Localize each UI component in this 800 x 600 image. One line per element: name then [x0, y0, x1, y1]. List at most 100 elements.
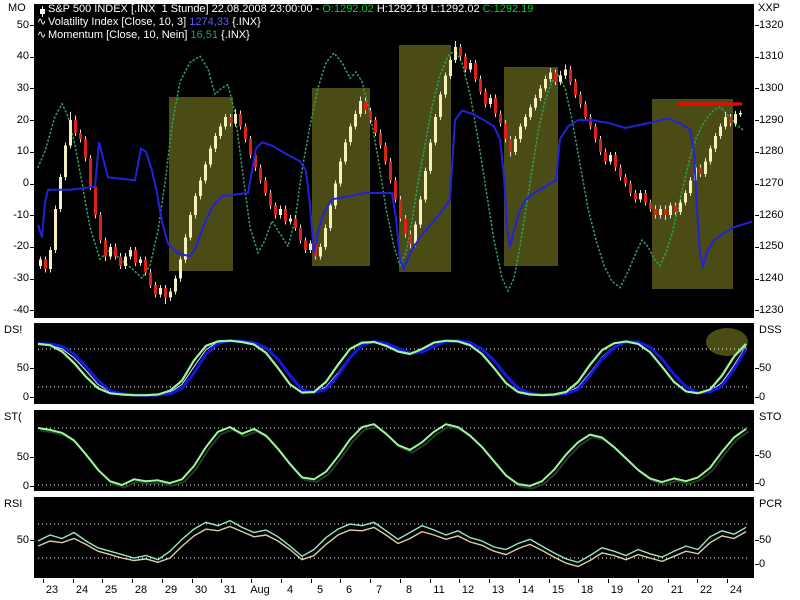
x-axis-label: 31	[223, 584, 237, 596]
volatility-value: 1274,33	[189, 16, 230, 28]
tick-mark	[30, 247, 34, 248]
tick-mark	[30, 57, 34, 58]
dss-left-label: DS!	[4, 324, 23, 336]
x-axis-label: 12	[461, 584, 475, 596]
price-tick-label: 1310	[759, 50, 784, 62]
sto-shadow-line	[40, 425, 750, 490]
x-tick-mark	[73, 579, 74, 583]
momentum-tick-label: 40	[16, 50, 29, 62]
tick-mark	[755, 88, 759, 89]
legend-open: O:1292.02	[322, 3, 374, 15]
price-tick-label: 1270	[759, 177, 784, 189]
tick-mark	[755, 57, 759, 58]
tick-mark	[755, 152, 759, 153]
x-tick-mark	[340, 579, 341, 583]
momentum-tick-label: 30	[16, 82, 29, 94]
x-axis-label: 18	[580, 584, 594, 596]
rsi-panel[interactable]	[34, 497, 754, 578]
x-axis-label: 6	[345, 584, 353, 596]
x-tick-mark	[192, 579, 193, 583]
tick-mark	[755, 310, 759, 311]
x-axis-label: 8	[405, 584, 413, 596]
legend-close: C:1292.19	[482, 3, 534, 15]
tick-mark	[755, 368, 759, 369]
rsi-plot[interactable]	[34, 497, 754, 578]
price-plot[interactable]	[34, 4, 754, 318]
highlight-box[interactable]	[399, 45, 451, 272]
price-panel[interactable]	[34, 4, 754, 318]
x-tick-mark	[697, 579, 698, 583]
tick-mark	[30, 397, 34, 398]
price-tick-label: 1300	[759, 82, 784, 94]
price-tick-label: 1280	[759, 145, 784, 157]
dss-plot[interactable]	[34, 323, 754, 404]
dss-green-line	[37, 339, 747, 397]
x-axis-label: 5	[316, 584, 324, 596]
tick-mark	[30, 279, 34, 280]
x-tick-mark	[162, 579, 163, 583]
volatility-name: Volatility Index [Close, 10, 3]	[48, 16, 187, 28]
tick-mark	[30, 25, 34, 26]
tick-mark	[30, 215, 34, 216]
tick-mark	[30, 457, 34, 458]
sub-right-tick-label: 0	[759, 391, 766, 403]
momentum-tick-label: -40	[13, 304, 29, 316]
tick-mark	[755, 540, 759, 541]
tick-mark	[30, 184, 34, 185]
momentum-tick-label: -30	[13, 272, 29, 284]
x-axis-label: 21	[670, 584, 684, 596]
tick-mark	[30, 310, 34, 311]
sub-right-tick-label: 50	[759, 362, 772, 374]
x-tick-mark	[549, 579, 550, 583]
pcr-line	[37, 525, 747, 568]
price-axis-title: XXP	[758, 2, 781, 14]
sub-left-tick-label: 50	[16, 534, 29, 546]
momentum-line	[37, 48, 745, 293]
sto-plot[interactable]	[34, 410, 754, 491]
x-tick-mark	[608, 579, 609, 583]
x-axis-label: 24	[729, 584, 743, 596]
volatility-ref: {.INX}	[232, 16, 261, 28]
momentum-axis-title: MO	[8, 2, 26, 14]
x-tick-mark	[43, 579, 44, 583]
x-tick-mark	[430, 579, 431, 583]
x-axis-label: 24	[75, 584, 89, 596]
x-tick-mark	[132, 579, 133, 583]
highlight-ellipse[interactable]	[706, 328, 748, 356]
price-tick-label: 1230	[759, 304, 784, 316]
momentum-tick-label: 0	[22, 177, 29, 189]
volatility-line	[37, 109, 753, 272]
tick-mark	[755, 184, 759, 185]
x-axis-label: 20	[640, 584, 654, 596]
sub-left-tick-label: 50	[16, 451, 29, 463]
legend-title: S&P 500 INDEX [.INX 1 Stunde] 22.08.2008…	[48, 3, 320, 15]
legend-volatility-row[interactable]: Volatility Index [Close, 10, 3] 1274,33 …	[48, 16, 261, 29]
tick-mark	[755, 25, 759, 26]
sto-left-label: ST(	[4, 411, 22, 423]
momentum-tick-label: 10	[16, 145, 29, 157]
sto-panel[interactable]	[34, 410, 754, 491]
candlestick-icon	[39, 6, 46, 17]
x-tick-mark	[311, 579, 312, 583]
tick-mark	[30, 486, 34, 487]
momentum-name: Momentum [Close, 10, Nein]	[48, 29, 188, 41]
legend-momentum-row[interactable]: Momentum [Close, 10, Nein] 16,51 {.INX}	[48, 29, 250, 42]
legend-highlow: H:1292.19 L:1292.02	[376, 3, 480, 15]
tick-mark	[755, 120, 759, 121]
dss-panel[interactable]	[34, 323, 754, 404]
x-tick-mark	[489, 579, 490, 583]
x-axis-label: 30	[194, 584, 208, 596]
momentum-tick-label: -20	[13, 240, 29, 252]
tick-mark	[755, 247, 759, 248]
rsi-line	[37, 519, 747, 564]
momentum-tick-label: 20	[16, 114, 29, 126]
x-axis-label: 13	[491, 584, 505, 596]
x-tick-mark	[668, 579, 669, 583]
dss-right-label: DSS	[759, 324, 782, 336]
x-tick-mark	[281, 579, 282, 583]
tick-mark	[755, 279, 759, 280]
tick-mark	[30, 120, 34, 121]
sub-right-tick-label: 0	[759, 477, 766, 489]
x-axis-label: 7	[375, 584, 383, 596]
tick-mark	[755, 564, 759, 565]
